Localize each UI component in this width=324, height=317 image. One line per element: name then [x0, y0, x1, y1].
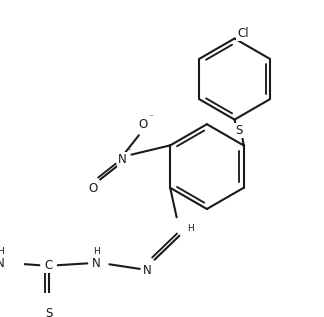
Text: H: H — [93, 247, 100, 256]
Text: O: O — [138, 118, 147, 131]
Text: H: H — [0, 247, 4, 256]
Text: C: C — [44, 259, 53, 272]
Text: ⁻: ⁻ — [148, 113, 153, 122]
Text: S: S — [45, 307, 52, 317]
Text: N: N — [0, 257, 5, 270]
Text: N: N — [143, 264, 152, 277]
Text: S: S — [236, 124, 243, 137]
Text: N: N — [118, 153, 127, 166]
Text: ⁻: ⁻ — [126, 147, 131, 156]
Text: Cl: Cl — [237, 27, 249, 40]
Text: O: O — [88, 182, 98, 195]
Text: H: H — [187, 224, 194, 233]
Text: N: N — [92, 257, 101, 270]
